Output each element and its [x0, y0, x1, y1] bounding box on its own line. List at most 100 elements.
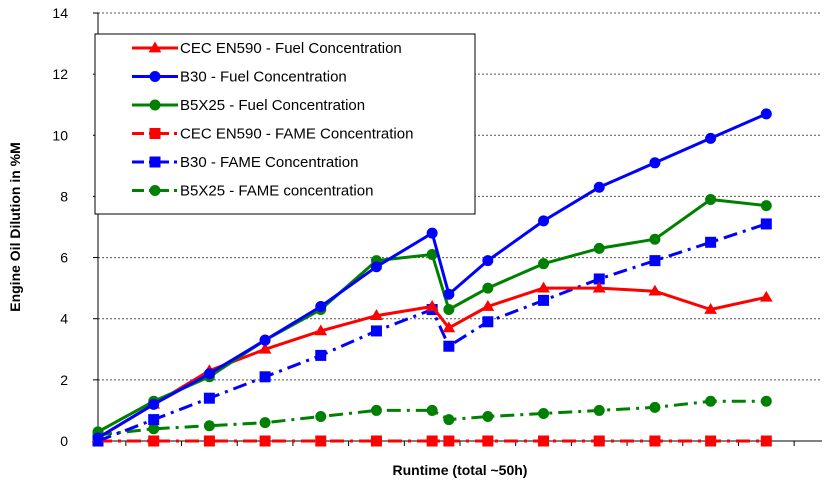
data-point	[482, 435, 494, 447]
data-point	[148, 398, 160, 410]
legend-label: CEC EN590 - FAME Concentration	[180, 126, 413, 143]
data-point	[760, 108, 772, 120]
data-point	[705, 236, 717, 248]
legend-label: B5X25 - Fuel Concentration	[180, 97, 365, 114]
y-tick-label: 6	[60, 250, 68, 266]
data-point	[593, 435, 605, 447]
data-point	[259, 334, 271, 346]
data-point	[759, 290, 773, 302]
data-point	[203, 392, 215, 404]
y-tick-label: 4	[60, 311, 68, 327]
data-point	[148, 414, 160, 426]
x-axis-title: Runtime (total ~50h)	[393, 462, 528, 478]
series-0	[91, 281, 773, 443]
data-point	[482, 255, 494, 267]
series-2	[92, 193, 772, 438]
y-axis-title: Engine Oil Dilution in %M	[7, 142, 23, 312]
data-point	[149, 156, 161, 168]
data-point	[649, 401, 661, 413]
series-line	[97, 112, 767, 440]
data-point	[593, 242, 605, 254]
series-line	[97, 198, 767, 434]
data-point	[482, 316, 494, 328]
data-point	[760, 395, 772, 407]
data-point	[259, 417, 271, 429]
data-point	[148, 41, 162, 53]
data-point	[760, 435, 772, 447]
legend-label: B5X25 - FAME concentration	[180, 183, 373, 200]
data-point	[649, 255, 661, 267]
data-point	[649, 157, 661, 169]
data-point	[426, 435, 438, 447]
data-point	[537, 281, 550, 293]
data-point	[649, 435, 661, 447]
series-4	[92, 218, 772, 447]
legend: CEC EN590 - Fuel Concentration B30 - Fuel…	[94, 33, 476, 215]
data-point	[149, 71, 161, 82]
data-point	[148, 423, 160, 435]
legend-item: CEC EN590 - Fuel Concentration	[132, 40, 402, 57]
data-point	[760, 200, 772, 212]
data-point	[443, 288, 455, 300]
data-point	[482, 411, 494, 423]
data-point	[705, 435, 717, 447]
data-point	[425, 299, 439, 311]
data-point	[760, 218, 772, 230]
data-point	[443, 340, 455, 352]
data-point	[704, 303, 717, 314]
legend-label: CEC EN590 - Fuel Concentration	[180, 40, 402, 57]
data-point	[148, 435, 160, 447]
data-point	[593, 404, 605, 416]
series-layer	[91, 108, 773, 447]
legend-box	[94, 33, 476, 215]
data-point	[370, 404, 382, 416]
data-point	[149, 128, 161, 139]
series-3	[92, 435, 772, 447]
y-tick-label: 8	[60, 188, 68, 204]
data-point	[259, 435, 271, 447]
legend-item: B5X25 - Fuel Concentration	[132, 97, 365, 114]
data-point	[370, 261, 382, 273]
data-point	[538, 294, 550, 306]
data-point	[538, 258, 550, 270]
data-point	[426, 404, 438, 416]
legend-item: B5X25 - FAME concentration	[132, 183, 373, 200]
data-point	[203, 420, 215, 432]
data-point	[149, 185, 161, 196]
data-point	[538, 435, 550, 447]
series-1	[92, 108, 772, 444]
y-tick-label: 14	[52, 5, 68, 21]
legend-label: B30 - Fuel Concentration	[180, 69, 347, 86]
data-point	[315, 435, 327, 447]
data-point	[538, 407, 550, 419]
data-point	[315, 300, 327, 312]
data-point	[203, 368, 215, 380]
data-point	[705, 193, 717, 205]
data-point	[315, 349, 327, 361]
data-point	[426, 227, 438, 239]
data-point	[538, 215, 550, 227]
y-tick-label: 0	[60, 433, 68, 449]
data-point	[443, 435, 455, 447]
data-point	[442, 321, 456, 333]
data-point	[649, 233, 661, 245]
y-ticks: 0 2 4 6 8 10 12 14	[52, 5, 98, 449]
data-point	[482, 282, 494, 294]
data-point	[481, 299, 495, 311]
data-point	[648, 284, 662, 296]
data-point	[705, 132, 717, 144]
data-point	[259, 371, 271, 383]
series-line	[97, 399, 767, 437]
data-point	[443, 304, 455, 316]
data-point	[593, 181, 605, 193]
data-point	[370, 435, 382, 447]
y-tick-label: 10	[52, 127, 68, 143]
data-point	[258, 342, 272, 354]
series-5	[92, 395, 772, 441]
y-tick-label: 12	[52, 66, 68, 82]
data-point	[203, 435, 215, 447]
data-point	[592, 281, 606, 293]
data-point	[370, 325, 382, 337]
data-point	[149, 99, 161, 111]
data-point	[370, 309, 383, 321]
